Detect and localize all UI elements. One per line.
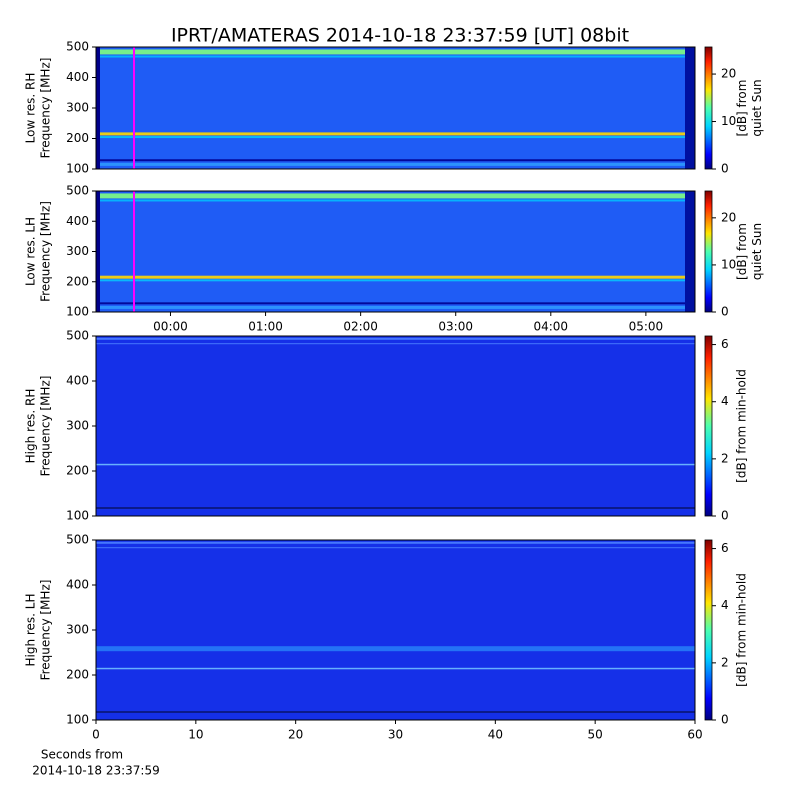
- spectrogram-band: [96, 302, 695, 305]
- colorbar-label: [dB] from min-hold: [735, 369, 749, 483]
- spectrogram-edge: [96, 191, 100, 312]
- y-tick-label: 500: [66, 329, 89, 343]
- spectrogram-band: [96, 711, 695, 713]
- spectrogram: [96, 47, 695, 169]
- spectrogram-edge: [685, 47, 695, 169]
- spectrogram-band: [96, 275, 695, 279]
- colorbar-tick-label: 6: [721, 541, 729, 555]
- y-tick-label: 300: [66, 101, 89, 115]
- y-axis-label: Low res. LH: [24, 217, 38, 286]
- colorbar-tick-label: 6: [721, 337, 729, 351]
- colorbar-tick-label: 0: [721, 162, 729, 176]
- x-tick-label: 02:00: [343, 320, 378, 334]
- colorbar-tick-label: 4: [721, 394, 729, 408]
- spectrogram-band: [96, 49, 695, 55]
- y-axis-label: Frequency [MHz]: [39, 58, 53, 159]
- colorbar-tick-label: 2: [721, 451, 729, 465]
- spectrogram-band: [96, 547, 695, 549]
- colorbar-tick-label: 10: [721, 257, 736, 271]
- x-tick-label: 00:00: [153, 320, 188, 334]
- spectrogram: [96, 540, 695, 720]
- x-tick-label: 20: [288, 728, 303, 742]
- spectrogram-band: [96, 343, 695, 345]
- y-tick-label: 500: [66, 533, 89, 547]
- x-axis-label: 2014-10-18 23:37:59: [32, 764, 159, 778]
- colorbar-tick-label: 2: [721, 655, 729, 669]
- colorbar-tick-label: 0: [721, 305, 729, 319]
- y-tick-label: 500: [66, 40, 89, 54]
- y-tick-label: 100: [66, 509, 89, 523]
- colorbar-label: [dB] from min-hold: [735, 573, 749, 687]
- x-tick-label: 04:00: [533, 320, 568, 334]
- y-tick-label: 200: [66, 464, 89, 478]
- y-tick-label: 300: [66, 623, 89, 637]
- colorbar-tick-label: 20: [721, 210, 736, 224]
- colorbar-tick-label: 0: [721, 713, 729, 727]
- y-tick-label: 200: [66, 274, 89, 288]
- x-tick-label: 10: [188, 728, 203, 742]
- spectrogram-band: [96, 646, 695, 652]
- colorbar: [704, 539, 713, 721]
- spectrogram: [96, 191, 695, 312]
- y-tick-label: 400: [66, 578, 89, 592]
- y-tick-label: 400: [66, 374, 89, 388]
- spectrogram-band: [96, 136, 695, 139]
- spectrogram-band: [96, 507, 695, 509]
- colorbar: [704, 190, 713, 313]
- spectrogram-edge: [685, 191, 695, 312]
- colorbar-label: quiet Sun: [750, 79, 764, 136]
- x-tick-label: 60: [687, 728, 702, 742]
- spectrogram-band: [96, 463, 695, 466]
- y-axis-label: Frequency [MHz]: [39, 580, 53, 681]
- y-axis-label: Frequency [MHz]: [39, 201, 53, 302]
- spectrogram-band: [96, 162, 695, 166]
- y-tick-label: 200: [66, 668, 89, 682]
- colorbar-tick-label: 0: [721, 509, 729, 523]
- x-tick-label: 40: [488, 728, 503, 742]
- spectrogram-edge: [96, 47, 100, 169]
- x-tick-label: 03:00: [438, 320, 473, 334]
- x-tick-label: 0: [92, 728, 100, 742]
- spectrogram-band: [96, 337, 695, 340]
- x-axis-label: Seconds from: [41, 748, 123, 762]
- y-axis-label: High res. RH: [24, 389, 38, 464]
- colorbar-tick-label: 10: [721, 114, 736, 128]
- x-tick-label: 50: [588, 728, 603, 742]
- spectrogram-band: [96, 159, 695, 162]
- spectrogram-band: [96, 193, 695, 199]
- y-tick-label: 400: [66, 214, 89, 228]
- y-axis-label: Low res. RH: [24, 73, 38, 144]
- spectrogram-band: [96, 667, 695, 670]
- x-tick-label: 05:00: [629, 320, 664, 334]
- x-tick-label: 01:00: [248, 320, 283, 334]
- spectrogram-band: [96, 199, 695, 202]
- colorbar-tick-label: 4: [721, 598, 729, 612]
- y-tick-label: 200: [66, 131, 89, 145]
- y-axis-label: High res. LH: [24, 593, 38, 666]
- spectrogram-band: [96, 305, 695, 309]
- x-tick-label: 30: [388, 728, 403, 742]
- y-axis-label: Frequency [MHz]: [39, 376, 53, 477]
- y-tick-label: 300: [66, 419, 89, 433]
- spectrogram-band: [96, 279, 695, 282]
- spectrogram-band: [96, 132, 695, 136]
- y-tick-label: 100: [66, 162, 89, 176]
- colorbar-label: [dB] from: [735, 80, 749, 137]
- colorbar: [704, 46, 713, 170]
- y-tick-label: 400: [66, 70, 89, 84]
- y-tick-label: 100: [66, 713, 89, 727]
- colorbar-label: [dB] from: [735, 223, 749, 280]
- spectrogram-band: [96, 55, 695, 58]
- y-tick-label: 100: [66, 305, 89, 319]
- colorbar: [704, 335, 713, 517]
- y-tick-label: 500: [66, 184, 89, 198]
- chart-title: IPRT/AMATERAS 2014-10-18 23:37:59 [UT] 0…: [171, 25, 629, 47]
- spectrogram-band: [96, 541, 695, 544]
- spectrogram: [96, 336, 695, 516]
- colorbar-tick-label: 20: [721, 67, 736, 81]
- colorbar-label: quiet Sun: [750, 223, 764, 280]
- y-tick-label: 300: [66, 244, 89, 258]
